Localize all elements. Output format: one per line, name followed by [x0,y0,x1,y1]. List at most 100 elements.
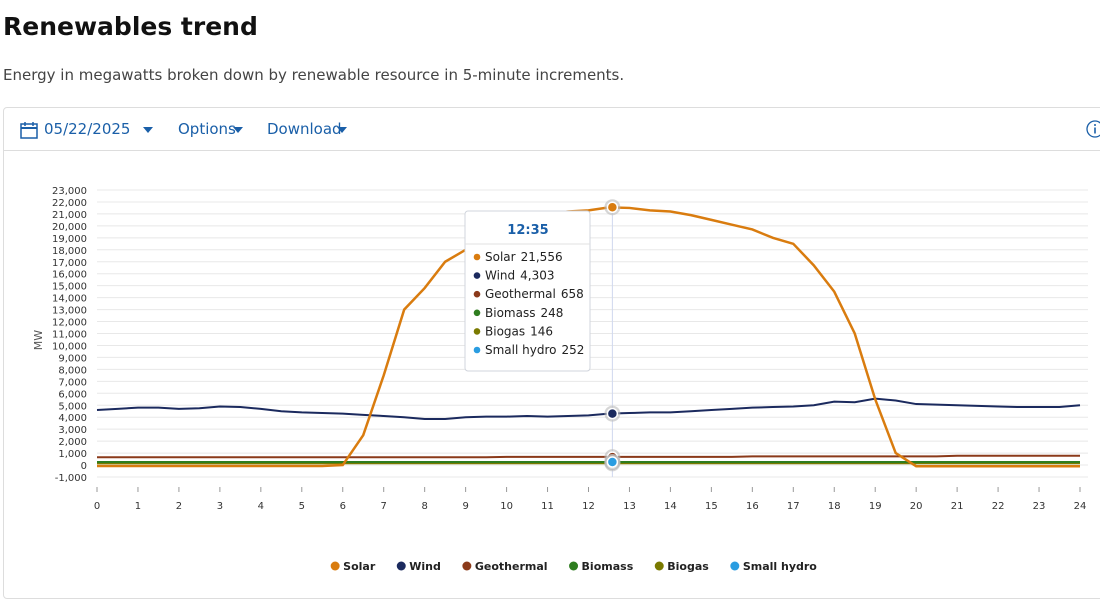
tooltip-entry: Solar 21,556 [485,250,563,264]
toolbar: 05/22/2025 Options Download [4,108,1100,151]
tooltip-dot [473,346,481,354]
legend-label: Small hydro [743,560,817,573]
x-tick-label: 22 [992,501,1005,512]
x-tick-label: 9 [462,501,468,512]
tooltip-title: 12:35 [507,223,548,238]
y-tick-label: 1,000 [58,449,87,460]
y-tick-label: 12,000 [52,318,87,329]
tooltip-dot [473,328,481,335]
tooltip-dot [473,290,481,298]
x-tick-label: 0 [94,501,100,512]
tooltip-name: Biogas [485,324,525,338]
calendar-icon[interactable] [19,120,39,140]
y-tick-label: 4,000 [58,413,87,424]
tooltip-value: 252 [561,343,584,357]
x-tick-label: 12 [582,501,595,512]
tooltip-name: Biomass [485,306,535,320]
series-line [97,454,1080,459]
info-icon[interactable] [1086,120,1100,138]
x-tick-label: 2 [176,501,182,512]
y-tick-label: 20,000 [52,222,87,233]
legend-label: Wind [409,560,441,573]
y-tick-label: -1,000 [55,473,87,484]
date-picker[interactable]: 05/22/2025 [44,120,131,138]
tooltip-entry: Small hydro 252 [485,343,584,357]
tooltip-name: Small hydro [485,343,556,357]
x-tick-label: 11 [541,501,554,512]
legend-marker [396,561,406,571]
legend-label: Geothermal [475,560,548,573]
tooltip-name: Solar [485,250,516,264]
x-tick-label: 8 [421,501,427,512]
y-tick-label: 5,000 [58,401,87,412]
y-tick-label: 7,000 [58,377,87,388]
tooltip-value: 4,303 [520,269,554,283]
caret [337,127,347,133]
tooltip-dot [473,309,481,317]
x-tick-label: 4 [258,501,264,512]
series-line [96,397,1081,421]
legend-marker [462,561,472,571]
x-tick-label: 5 [299,501,305,512]
x-tick-label: 16 [746,501,759,512]
x-tick-label: 10 [500,501,513,512]
y-tick-label: 14,000 [52,294,87,305]
legend-marker [330,561,340,571]
y-axis-label: MW [32,330,45,350]
tooltip-box [464,210,591,372]
y-tick-label: 22,000 [52,198,87,209]
y-tick-label: 0 [81,461,87,472]
x-tick-label: 15 [705,501,718,512]
y-tick-label: 2,000 [58,437,87,448]
x-tick-label: 17 [787,501,800,512]
page-subtitle: Energy in megawatts broken down by renew… [3,66,625,84]
tooltip-name: Geothermal [485,287,556,301]
x-tick-label: 1 [135,501,141,512]
tooltip-value: 21,556 [521,250,563,264]
y-tick-label: 13,000 [52,306,87,317]
x-tick-label: 3 [217,501,223,512]
legend-label: Biogas [667,560,709,573]
hover-point [606,456,619,468]
y-tick-label: 16,000 [52,270,87,281]
y-tick-label: 23,000 [52,186,87,197]
y-tick-label: 21,000 [52,210,87,221]
x-tick-label: 6 [340,501,346,512]
y-tick-label: 18,000 [52,246,87,257]
x-tick-label: 24 [1074,501,1087,512]
y-tick-label: 6,000 [58,389,87,400]
legend-label: Biomass [582,560,634,573]
x-tick-label: 7 [381,501,387,512]
legend-label: Solar [343,560,376,573]
legend-marker [730,561,740,571]
caret [233,127,243,133]
hover-point [606,407,619,420]
tooltip-entry: Biogas 146 [485,324,553,338]
y-tick-label: 9,000 [58,353,87,364]
y-tick-label: 10,000 [52,341,87,352]
y-tick-label: 3,000 [58,425,87,436]
hover-point [606,201,619,214]
x-tick-label: 14 [664,501,677,512]
x-tick-label: 23 [1033,501,1046,512]
tooltip-value: 146 [530,324,553,338]
x-tick-label: 13 [623,501,636,512]
legend-marker [569,561,579,571]
tooltip-entry: Wind 4,303 [485,269,555,283]
x-tick-label: 21 [951,501,964,512]
tooltip-value: 658 [561,287,584,301]
y-tick-label: 17,000 [52,258,87,269]
tooltip-value: 248 [540,306,563,320]
y-tick-label: 15,000 [52,282,87,293]
y-tick-label: 11,000 [52,330,87,341]
tooltip-entry: Biomass 248 [485,306,563,320]
options-menu[interactable]: Options [178,120,236,138]
series-line [97,206,1080,468]
y-tick-label: 19,000 [52,234,87,245]
download-menu[interactable]: Download [267,120,342,138]
tooltip-name: Wind [485,269,515,283]
x-tick-label: 18 [828,501,841,512]
tooltip-entry: Geothermal 658 [485,287,584,301]
